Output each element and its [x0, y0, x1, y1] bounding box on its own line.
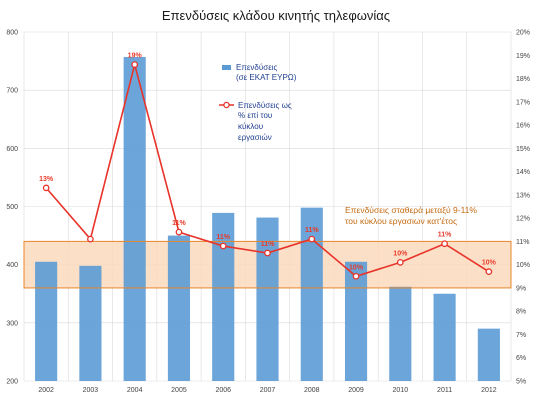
left-tick-label: 600 — [6, 146, 18, 153]
bar-2011 — [433, 293, 456, 381]
legend-bar-label-2: (σε ΕΚΑΤ ΕΥΡΩ) — [236, 73, 297, 82]
x-tick-label: 2003 — [83, 387, 99, 394]
right-tick-label: 13% — [516, 192, 530, 199]
x-tick-label: 2010 — [393, 387, 409, 394]
line-point-2006 — [219, 242, 227, 250]
line-point-2002 — [42, 184, 50, 192]
data-label-2004: 19% — [128, 53, 143, 60]
line-point-2004 — [131, 61, 139, 68]
right-tick-label: 8% — [516, 309, 526, 316]
x-tick-label: 2004 — [127, 387, 143, 394]
line-point-2012 — [485, 268, 493, 275]
legend-line-label-3: κύκλου — [238, 122, 263, 131]
left-tick-label: 300 — [6, 320, 18, 327]
right-tick-label: 5% — [516, 379, 526, 386]
right-tick-label: 6% — [516, 355, 526, 362]
right-tick-label: 14% — [516, 169, 530, 176]
x-tick-label: 2006 — [215, 387, 231, 394]
data-label-2006: 11% — [216, 234, 230, 241]
data-label-2009: 10% — [349, 264, 364, 271]
line-point-2003 — [87, 235, 94, 243]
bar-2010 — [389, 286, 412, 381]
right-tick-label: 10% — [516, 262, 530, 269]
bar-2008 — [300, 207, 323, 381]
legend-line-marker — [223, 101, 230, 109]
x-tick-label: 2012 — [481, 387, 497, 394]
x-tick-label: 2008 — [304, 387, 320, 394]
data-label-2012: 10% — [482, 260, 497, 267]
data-label-2008: 11% — [305, 227, 319, 234]
bar-2003 — [79, 265, 102, 381]
data-label-2002: 13% — [39, 176, 54, 183]
bar-2012 — [477, 328, 500, 381]
bar-2006 — [212, 212, 235, 381]
left-tick-label: 500 — [6, 204, 18, 211]
chart-title: Επενδύσεις κλάδου κινητής τηλεφωνίας — [162, 8, 390, 23]
x-tick-label: 2009 — [348, 387, 364, 394]
bar-2009 — [344, 261, 368, 381]
legend-bar-label-1: Επενδύσεις — [236, 63, 278, 72]
line-point-2009 — [352, 272, 360, 280]
right-tick-label: 7% — [516, 332, 526, 339]
band-annotation-line-2: του κύκλου εργασιων κατ'έτος — [345, 216, 457, 226]
bar-2002 — [35, 261, 58, 381]
left-tick-label: 200 — [6, 379, 18, 386]
x-tick-label: 2005 — [171, 387, 187, 394]
right-tick-label: 19% — [516, 53, 530, 60]
data-label-2007: 11% — [261, 241, 275, 248]
left-axis: 200 300 400 500 600 700 800 — [6, 30, 18, 386]
legend-line-label-1: Επενδύσεις ως — [238, 101, 292, 110]
data-label-2011: 11% — [438, 232, 452, 239]
right-tick-label: 12% — [516, 216, 530, 223]
line-point-2005 — [175, 228, 183, 236]
data-label-2005: 11% — [172, 220, 186, 227]
line-point-2008 — [308, 235, 316, 243]
bars — [35, 57, 500, 382]
legend-line-label-4: εργασιών — [238, 133, 272, 142]
x-axis: 2002 2003 2004 2005 2006 2007 2008 2009 2010 2011… — [38, 387, 496, 394]
right-tick-label: 18% — [516, 76, 530, 83]
right-tick-label: 11% — [516, 239, 530, 246]
line-point-2010 — [396, 258, 404, 266]
line-layer — [42, 61, 493, 280]
data-labels: 13% 19% 11% 11% 11% 11% 10% 10% 11% 10% — [39, 53, 497, 272]
left-tick-label: 700 — [6, 88, 18, 95]
data-label-2010: 10% — [393, 250, 408, 257]
band-outline-layer — [23, 240, 512, 289]
x-tick-label: 2011 — [437, 387, 452, 394]
right-tick-label: 17% — [516, 99, 530, 106]
legend: Επενδύσεις (σε ΕΚΑΤ ΕΥΡΩ) Επενδύσεις ως … — [219, 63, 297, 142]
x-tick-label: 2007 — [260, 387, 276, 394]
left-tick-label: 400 — [6, 262, 18, 269]
right-tick-label: 20% — [516, 30, 530, 37]
right-tick-label: 9% — [516, 285, 526, 292]
band-annotation-line-1: Επενδύσεις σταθερά μεταξύ 9-11% — [345, 205, 477, 215]
bar-2007 — [256, 217, 279, 381]
legend-bar-swatch — [222, 65, 231, 70]
line-point-2011 — [441, 240, 448, 248]
right-tick-label: 16% — [516, 123, 530, 130]
right-tick-label: 15% — [516, 146, 530, 153]
legend-line-label-2: % επί του — [238, 111, 272, 120]
line-point-2007 — [264, 249, 271, 257]
right-axis: 5% 6% 7% 8% 9% 10% 11% 12% 13% 14% 15% 16% 17% 18% 19%… — [516, 30, 530, 386]
band-outline — [23, 240, 512, 289]
bar-2004 — [123, 57, 146, 382]
left-tick-label: 800 — [6, 30, 18, 37]
x-tick-label: 2002 — [38, 387, 54, 394]
bar-2005 — [167, 235, 191, 381]
